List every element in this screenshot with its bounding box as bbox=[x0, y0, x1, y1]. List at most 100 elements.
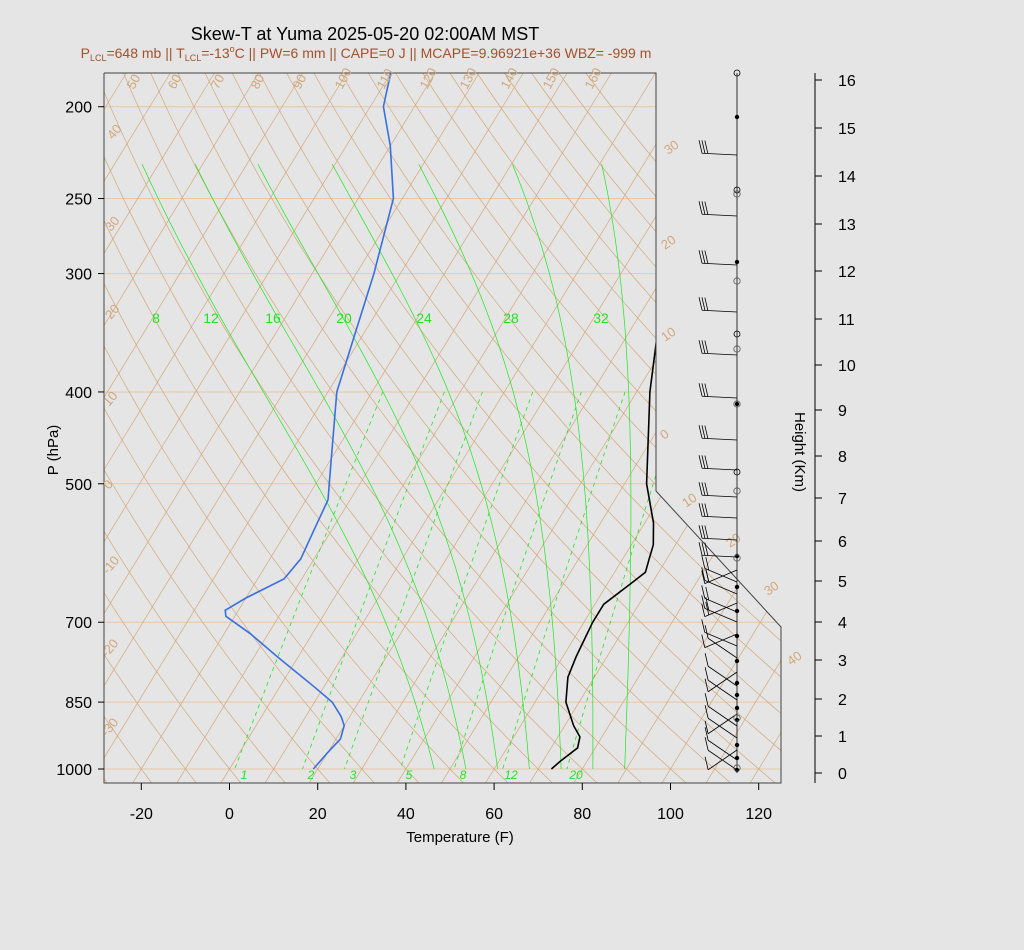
wind-barb-flag bbox=[701, 603, 706, 617]
moist-adiabat-line bbox=[257, 164, 498, 770]
wind-barb-flag bbox=[698, 542, 703, 556]
isotherm-line bbox=[923, 0, 1024, 789]
height-tick-label: 4 bbox=[838, 615, 847, 632]
dewpoint-trace bbox=[224, 73, 458, 770]
subtitle-tlcl-value: =-13 bbox=[201, 45, 230, 61]
wind-barb-flag bbox=[704, 667, 709, 681]
isotherm-line bbox=[128, 73, 735, 783]
isotherm-label: 30 bbox=[761, 578, 781, 599]
dry-adiabat-line bbox=[104, 73, 738, 783]
subtitle-plcl-value: =648 mb || T bbox=[106, 45, 185, 61]
chart-subtitle: PLCL=648 mb || TLCL=-13oC || PW=6 mm || … bbox=[81, 44, 652, 63]
isotherm-line bbox=[657, 73, 781, 783]
wind-barb-staff bbox=[707, 705, 738, 727]
wind-barb-flag bbox=[704, 720, 709, 734]
dry-adiabat-line bbox=[0, 0, 22, 789]
wind-barb-flag bbox=[701, 595, 706, 609]
wind-barb-staff bbox=[702, 467, 738, 471]
mixing-ratio-label: 3 bbox=[350, 768, 357, 782]
dry-adiabat-line bbox=[324, 73, 781, 783]
isotherm-label: 60 bbox=[164, 72, 184, 92]
wind-barb-flag bbox=[701, 555, 706, 569]
wind-barb-staff bbox=[702, 494, 738, 498]
temperature-tick-label: 60 bbox=[485, 806, 503, 823]
wind-barb-staff bbox=[702, 213, 738, 217]
pressure-tick-label: 400 bbox=[65, 385, 92, 402]
wind-barb-staff bbox=[704, 580, 738, 595]
isotherm-line bbox=[835, 0, 1024, 789]
height-tick-label: 1 bbox=[838, 729, 847, 746]
mixing-ratio-line bbox=[502, 391, 626, 770]
moist-adiabat-line bbox=[331, 164, 530, 770]
moist-adiabat-label: 16 bbox=[265, 310, 281, 326]
moist-adiabat-label: 8 bbox=[152, 310, 160, 326]
dry-adiabat-line bbox=[234, 73, 781, 783]
wind-barb-flag bbox=[704, 383, 709, 397]
isotherm-line bbox=[613, 73, 781, 783]
moist-adiabat-lines bbox=[141, 164, 632, 770]
isotherm-label: 0 bbox=[657, 426, 672, 442]
moist-adiabat-label: 28 bbox=[503, 310, 519, 326]
isotherm-line bbox=[104, 73, 117, 783]
dry-adiabat-line bbox=[0, 0, 67, 789]
isotherm-line bbox=[967, 0, 1024, 789]
moist-adiabat-label: 20 bbox=[336, 310, 352, 326]
wind-barb-staff bbox=[707, 713, 738, 735]
pressure-level-marker bbox=[733, 764, 741, 772]
wind-barb-flag bbox=[705, 601, 710, 616]
isotherm-line bbox=[525, 73, 781, 783]
moist-adiabat-label: 24 bbox=[416, 310, 432, 326]
pressure-tick-label: 1000 bbox=[56, 762, 92, 779]
height-tick-label: 16 bbox=[838, 73, 856, 90]
wind-barb-flag bbox=[698, 503, 703, 517]
dry-adiabat-line bbox=[279, 73, 781, 783]
temperature-tick-label: 0 bbox=[225, 806, 234, 823]
height-marker bbox=[734, 742, 740, 748]
wind-barb-staff bbox=[704, 602, 738, 617]
wind-barb-flag bbox=[701, 340, 706, 354]
dry-adiabat-line bbox=[122, 73, 781, 783]
dry-adiabat-line bbox=[104, 73, 291, 783]
dry-adiabat-line bbox=[104, 73, 559, 783]
pressure-level-marker bbox=[733, 277, 741, 285]
dry-adiabat-line bbox=[189, 73, 781, 783]
height-marker bbox=[734, 259, 740, 265]
wind-barb-flag bbox=[698, 297, 703, 311]
wind-barb-staff bbox=[707, 665, 738, 687]
moist-adiabat-line bbox=[141, 164, 435, 770]
wind-barb-flag bbox=[704, 653, 709, 667]
pressure-tick-label: 300 bbox=[65, 267, 92, 284]
wind-barb-flag bbox=[704, 250, 709, 264]
wind-barb-flag bbox=[704, 455, 709, 469]
wind-barb-flag bbox=[704, 727, 709, 741]
isotherm-line bbox=[104, 73, 426, 783]
height-tick-label: 11 bbox=[838, 312, 855, 329]
temperature-tick-label: 40 bbox=[397, 806, 415, 823]
dry-adiabat-line bbox=[104, 73, 515, 783]
height-marker bbox=[734, 633, 740, 639]
wind-barb-flag bbox=[704, 140, 709, 154]
isotherm-line bbox=[261, 73, 781, 783]
temperature-tick-label: 100 bbox=[657, 806, 684, 823]
temperature-tick-label: 80 bbox=[573, 806, 591, 823]
pressure-axis: 1001502002503004005007008501000 bbox=[56, 100, 104, 779]
isotherm-line bbox=[104, 73, 558, 783]
height-tick-label: 3 bbox=[838, 653, 847, 670]
wind-barb-flag bbox=[701, 585, 706, 599]
wind-barb-staff bbox=[707, 671, 738, 693]
wind-barb-flag bbox=[705, 556, 710, 571]
wind-barb-flag bbox=[701, 455, 706, 469]
isotherm-line bbox=[0, 0, 29, 789]
pressure-level-marker bbox=[733, 714, 741, 722]
isotherm-label: 50 bbox=[123, 72, 143, 92]
wind-barb-flag bbox=[701, 567, 706, 581]
pressure-tick-label: 250 bbox=[65, 192, 92, 209]
pressure-level-marker bbox=[733, 190, 741, 198]
wind-barb-staff bbox=[704, 568, 738, 583]
wind-barb-staff bbox=[707, 637, 738, 659]
wind-barb-flag bbox=[704, 525, 709, 539]
height-marker bbox=[734, 401, 740, 407]
mixing-ratio-line bbox=[344, 391, 483, 770]
wind-barb-flag bbox=[704, 678, 709, 692]
moist-adiabat-line bbox=[601, 164, 632, 770]
